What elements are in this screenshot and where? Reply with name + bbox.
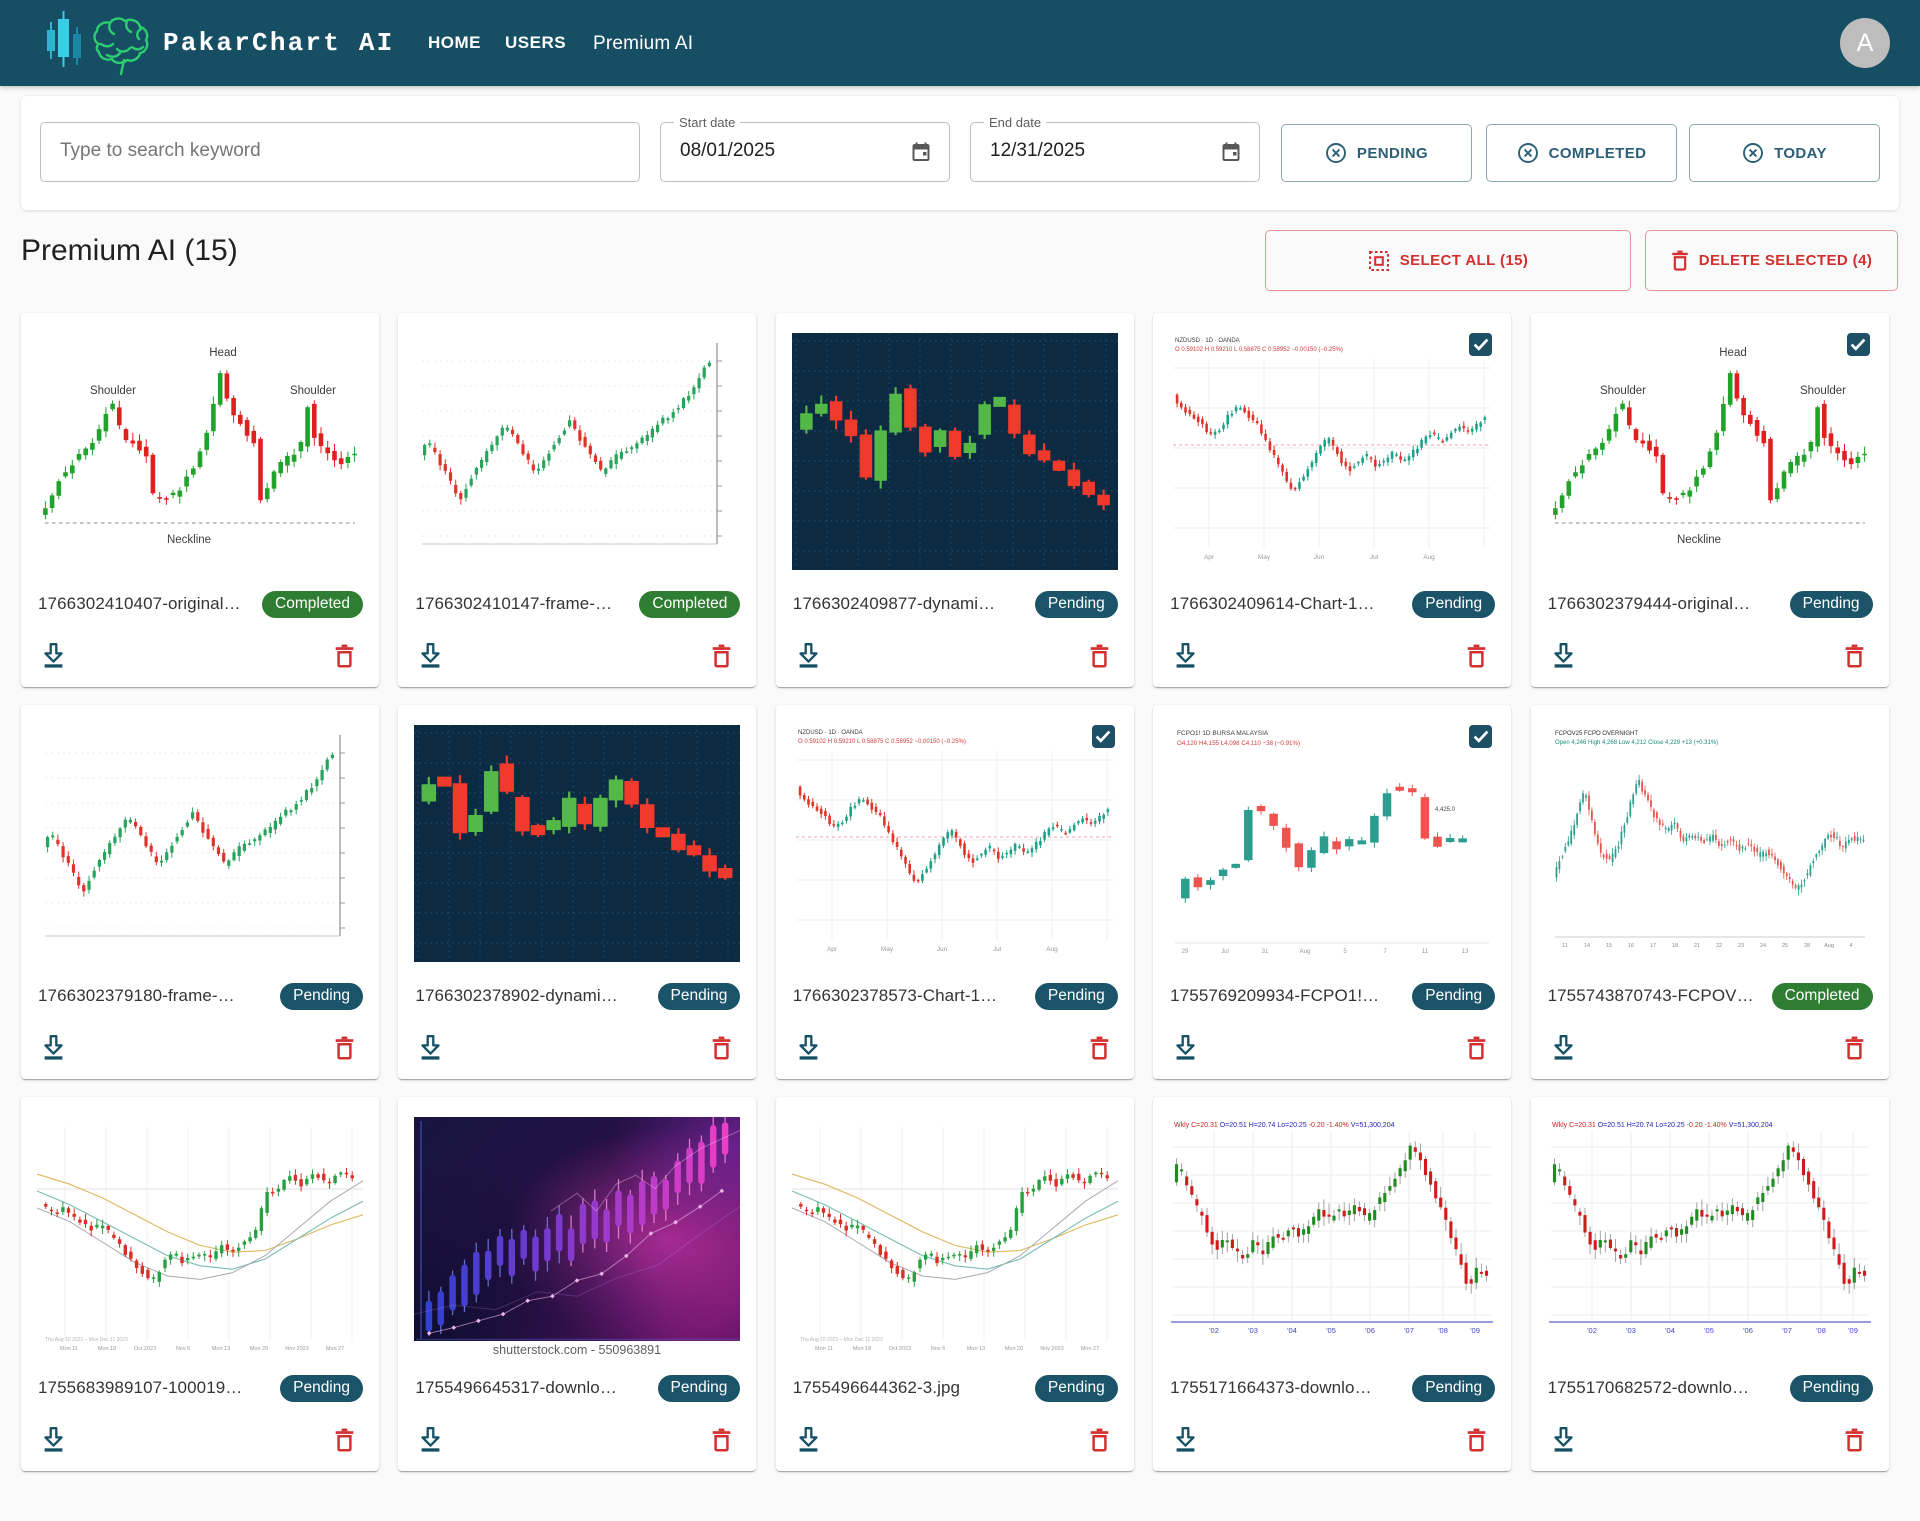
svg-text:Jul: Jul [993, 946, 1002, 953]
svg-text:Shoulder: Shoulder [1800, 385, 1846, 397]
svg-text:25: 25 [1782, 943, 1788, 949]
svg-text:Jun: Jun [937, 946, 948, 953]
svg-text:O4,120 H4,155 L4,098 C4,110: O4,120 H4,155 L4,098 C4,110 −38 (−0.91%) [1177, 740, 1300, 747]
svg-text:Aug: Aug [1046, 946, 1058, 953]
svg-text:Mon 20: Mon 20 [1005, 1346, 1023, 1352]
svg-text:May: May [881, 946, 894, 953]
svg-text:Shoulder: Shoulder [1600, 385, 1646, 397]
svg-text:Nov 6: Nov 6 [931, 1346, 945, 1352]
svg-text:23: 23 [1738, 943, 1744, 949]
svg-text:NZDUSD · 1D · OANDA: NZDUSD · 1D · OANDA [798, 730, 863, 736]
svg-text:29: 29 [1182, 949, 1189, 955]
svg-text:'02: '02 [1209, 1326, 1219, 1335]
svg-text:Thu Aug 10 2023 – Mon Dec 11 2: Thu Aug 10 2023 – Mon Dec 11 2023 [800, 1337, 883, 1343]
svg-text:31: 31 [1262, 949, 1269, 955]
svg-text:Apr: Apr [1204, 554, 1215, 561]
svg-text:5: 5 [1344, 949, 1348, 955]
svg-text:13: 13 [1462, 949, 1469, 955]
svg-text:11: 11 [1562, 943, 1568, 949]
svg-text:'03: '03 [1248, 1326, 1258, 1335]
svg-text:Jul: Jul [1221, 949, 1229, 955]
svg-text:'06: '06 [1365, 1326, 1375, 1335]
svg-text:Head: Head [1719, 347, 1747, 359]
svg-text:Jun: Jun [1314, 554, 1325, 561]
svg-text:'09: '09 [1470, 1326, 1480, 1335]
svg-text:shutterstock.com - 550963891: shutterstock.com - 550963891 [493, 1343, 661, 1354]
svg-text:Oct 2023: Oct 2023 [134, 1346, 156, 1352]
svg-text:4: 4 [1849, 943, 1852, 949]
svg-text:Thu Aug 10 2023 – Mon Dec 11 2: Thu Aug 10 2023 – Mon Dec 11 2023 [45, 1337, 128, 1343]
svg-text:'05: '05 [1326, 1326, 1336, 1335]
svg-text:NZDUSD · 1D · OANDA: NZDUSD · 1D · OANDA [1175, 338, 1240, 344]
svg-text:17: 17 [1650, 943, 1656, 949]
svg-text:'07: '07 [1782, 1326, 1792, 1335]
svg-text:'08: '08 [1816, 1326, 1826, 1335]
svg-text:Shoulder: Shoulder [290, 385, 336, 397]
svg-text:Aug: Aug [1423, 554, 1435, 561]
svg-text:FCPOV25 FCPO OVERNIGHT: FCPOV25 FCPO OVERNIGHT [1555, 731, 1638, 737]
svg-text:'08: '08 [1438, 1326, 1448, 1335]
svg-text:Oct 2023: Oct 2023 [889, 1346, 911, 1352]
svg-text:18: 18 [1672, 943, 1678, 949]
svg-text:11: 11 [1422, 949, 1429, 955]
svg-text:Apr: Apr [827, 946, 838, 953]
svg-text:Wkly C=20.31 O=20.51 H=20.74 L: Wkly C=20.31 O=20.51 H=20.74 Lo=20.25 -0… [1174, 1122, 1395, 1129]
svg-text:Mon 11: Mon 11 [815, 1346, 833, 1352]
svg-text:'09: '09 [1848, 1326, 1858, 1335]
svg-text:Neckline: Neckline [167, 534, 211, 546]
svg-text:22: 22 [1716, 943, 1722, 949]
svg-text:Aug: Aug [1300, 949, 1311, 955]
svg-text:Jul: Jul [1370, 554, 1379, 561]
svg-text:FCPO1! 1D BURSA MALAYSIA: FCPO1! 1D BURSA MALAYSIA [1177, 730, 1269, 737]
svg-text:15: 15 [1606, 943, 1612, 949]
svg-text:Mon 27: Mon 27 [1081, 1346, 1099, 1352]
svg-text:'02: '02 [1587, 1326, 1597, 1335]
svg-text:Mon 18: Mon 18 [853, 1346, 871, 1352]
svg-text:Aug: Aug [1824, 943, 1834, 949]
svg-text:Nov 6: Nov 6 [176, 1346, 190, 1352]
svg-text:Mon 18: Mon 18 [98, 1346, 116, 1352]
svg-text:Mon 27: Mon 27 [326, 1346, 344, 1352]
svg-text:Mon 13: Mon 13 [212, 1346, 230, 1352]
svg-text:'04: '04 [1665, 1326, 1675, 1335]
svg-text:7: 7 [1384, 949, 1388, 955]
svg-text:21: 21 [1694, 943, 1700, 949]
svg-text:Mon 20: Mon 20 [250, 1346, 268, 1352]
svg-text:Nov 2023: Nov 2023 [285, 1346, 309, 1352]
svg-text:Head: Head [209, 347, 237, 359]
svg-text:Shoulder: Shoulder [90, 385, 136, 397]
svg-text:'06: '06 [1743, 1326, 1753, 1335]
svg-text:May: May [1258, 554, 1271, 561]
svg-text:O 0.59102 H 0.59210 L 0.5887: O 0.59102 H 0.59210 L 0.58875 C 0.58952 … [1175, 347, 1343, 353]
svg-text:Open 4,246 High 4,268 Low 4,: Open 4,246 High 4,268 Low 4,212 Close 4,… [1555, 740, 1718, 746]
svg-text:'03: '03 [1626, 1326, 1636, 1335]
svg-text:14: 14 [1584, 943, 1590, 949]
svg-text:'07: '07 [1404, 1326, 1414, 1335]
svg-text:4,425.0: 4,425.0 [1435, 807, 1456, 813]
svg-text:Mon 11: Mon 11 [60, 1346, 78, 1352]
svg-text:24: 24 [1760, 943, 1766, 949]
svg-text:'04: '04 [1287, 1326, 1297, 1335]
svg-text:28: 28 [1804, 943, 1810, 949]
svg-text:O 0.59102 H 0.59210 L 0.5887: O 0.59102 H 0.59210 L 0.58875 C 0.58952 … [798, 739, 966, 745]
svg-text:16: 16 [1628, 943, 1634, 949]
svg-text:Wkly C=20.31 O=20.51 H=20.74 L: Wkly C=20.31 O=20.51 H=20.74 Lo=20.25 -0… [1552, 1122, 1773, 1129]
svg-text:Nov 2023: Nov 2023 [1040, 1346, 1064, 1352]
svg-text:'05: '05 [1704, 1326, 1714, 1335]
svg-text:Neckline: Neckline [1677, 534, 1721, 546]
svg-text:Mon 13: Mon 13 [967, 1346, 985, 1352]
